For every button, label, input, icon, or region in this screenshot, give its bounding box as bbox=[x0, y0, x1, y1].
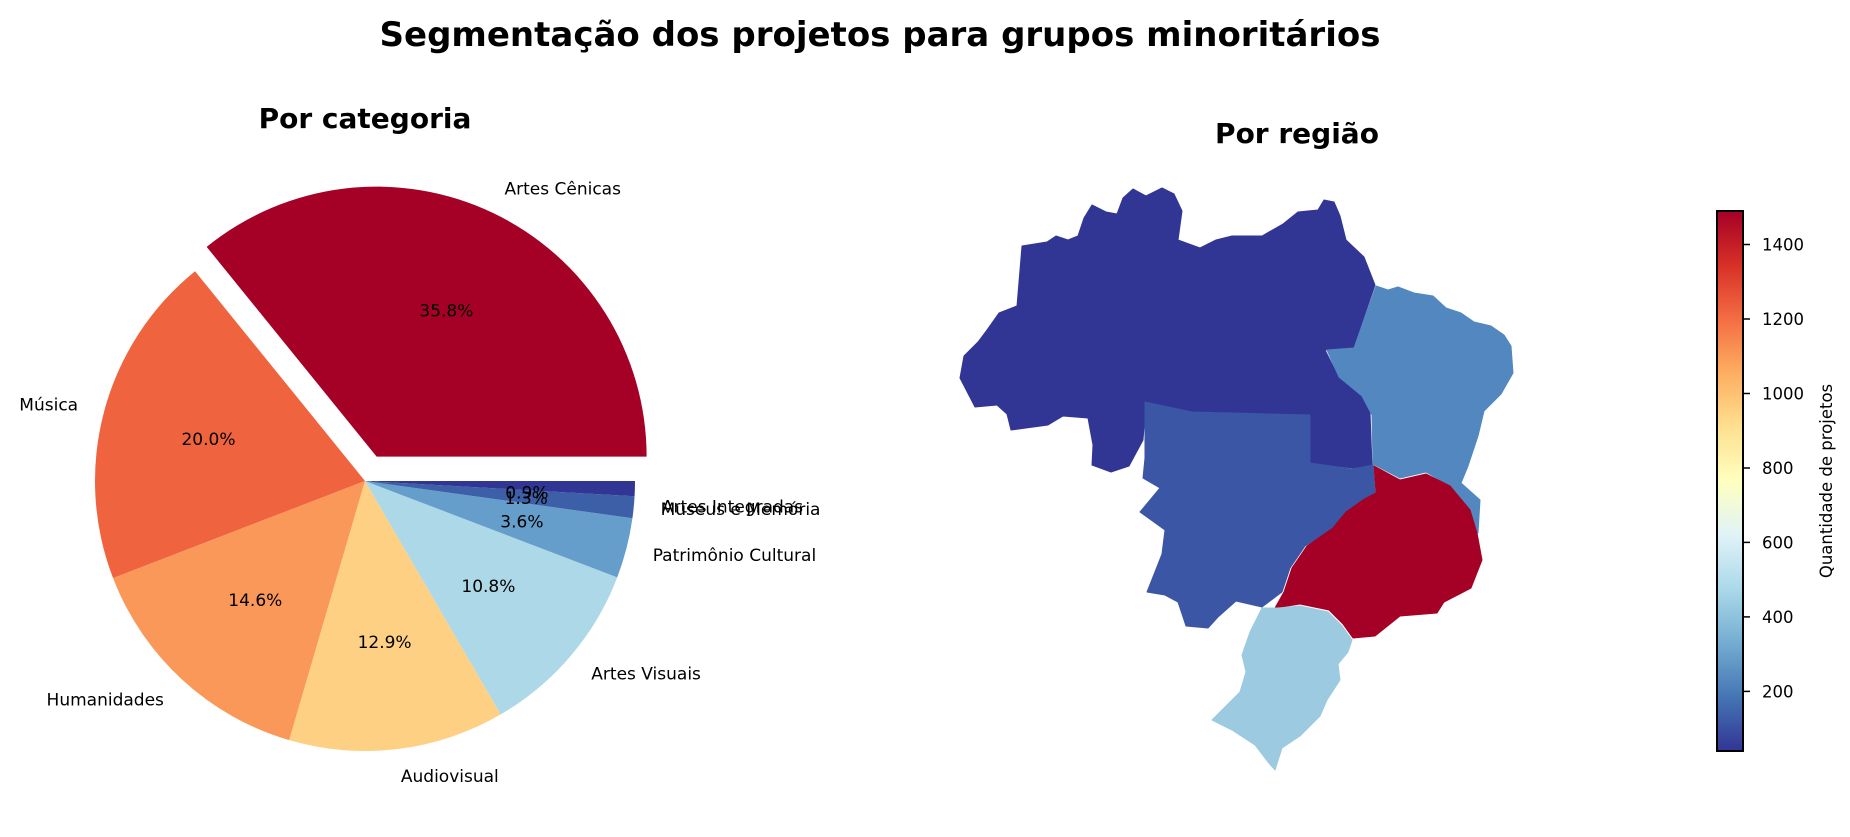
pie-label-artes-visuais: Artes Visuais bbox=[591, 664, 701, 684]
pie-label-audiovisual: Audiovisual bbox=[401, 767, 499, 787]
pie-label-museus-e-memoria: Museus e Memória bbox=[661, 500, 821, 520]
colorbar-tick-label: 1400 bbox=[1762, 236, 1804, 255]
colorbar-label: Quantidade de projetos bbox=[1817, 384, 1836, 578]
colorbar-tick-label: 200 bbox=[1762, 682, 1794, 701]
map-region-nordeste bbox=[1326, 285, 1514, 534]
pie-slice-humanidades bbox=[113, 481, 365, 741]
map-region-sudeste bbox=[1274, 465, 1483, 639]
pie-percent-labels: 35.8% 20.0% 14.6% 12.9% 10.8% 3.6% 1.3%0.9% bbox=[181, 301, 548, 652]
pie-pct-artes-visuais: 10.8% bbox=[461, 577, 515, 597]
pie-slices bbox=[94, 186, 647, 751]
pie-label-humanidades: Humanidades bbox=[47, 691, 164, 711]
map-regions bbox=[959, 187, 1514, 771]
map-panel: Por região bbox=[959, 117, 1514, 771]
pie-pct-artes-cenicas: 35.8% bbox=[419, 301, 473, 321]
colorbar-tick-label: 600 bbox=[1762, 533, 1794, 552]
colorbar-ticks: 200 400 600 800 1000 1200 1400 bbox=[1743, 236, 1804, 701]
pie-panel: Por categoria 35.8%20.0%14.6%12.9%10.8%3… bbox=[19, 102, 820, 787]
figure-title: Segmentação dos projetos para grupos min… bbox=[380, 15, 1381, 55]
map-title: Por região bbox=[1215, 117, 1379, 150]
pie-category-labels: Artes Cênicas Música Humanidades Audiovisua… bbox=[19, 180, 820, 787]
colorbar-tick-label: 400 bbox=[1762, 608, 1794, 627]
pie-pct-humanidades: 14.6% bbox=[228, 591, 282, 611]
colorbar-gradient bbox=[1716, 210, 1744, 752]
pie-pct-musica: 20.0% bbox=[181, 430, 235, 450]
pie-label-patrimonio-cultural: Patrimônio Cultural bbox=[653, 546, 816, 566]
pie-slice-patrimonio-cultural bbox=[365, 481, 633, 578]
colorbar-tick-label: 800 bbox=[1762, 459, 1794, 478]
pie-slice-artes-integradas bbox=[365, 481, 635, 497]
pie-pct-museus-e-memoria: 1.3% bbox=[505, 489, 548, 509]
pie-label-artes-integradas: Artes Integradas bbox=[662, 497, 803, 517]
colorbar-tick-label: 1200 bbox=[1762, 310, 1804, 329]
colorbar-tick-label: 1000 bbox=[1762, 385, 1804, 404]
pie-slice-artes-visuais bbox=[365, 481, 618, 715]
pie-pct-artes-integradas: 0.9% bbox=[505, 484, 548, 504]
pie-slice-audiovisual bbox=[289, 481, 501, 751]
colorbar: 200 400 600 800 1000 1200 1400 Quantidade de p… bbox=[1716, 210, 1836, 752]
pie-slice-museus-e-memoria bbox=[365, 481, 635, 519]
pie-pct-patrimonio-cultural: 3.6% bbox=[500, 512, 543, 532]
map-region-sul bbox=[1211, 605, 1353, 771]
pie-slice-artes-cenicas bbox=[206, 186, 647, 457]
pie-slice-musica bbox=[94, 271, 366, 579]
pie-label-musica: Música bbox=[19, 395, 78, 415]
pie-pct-audiovisual: 12.9% bbox=[358, 633, 412, 653]
pie-title: Por categoria bbox=[259, 102, 472, 135]
map-region-centro-oeste bbox=[1139, 401, 1376, 629]
pie-label-artes-cenicas: Artes Cênicas bbox=[505, 180, 622, 200]
